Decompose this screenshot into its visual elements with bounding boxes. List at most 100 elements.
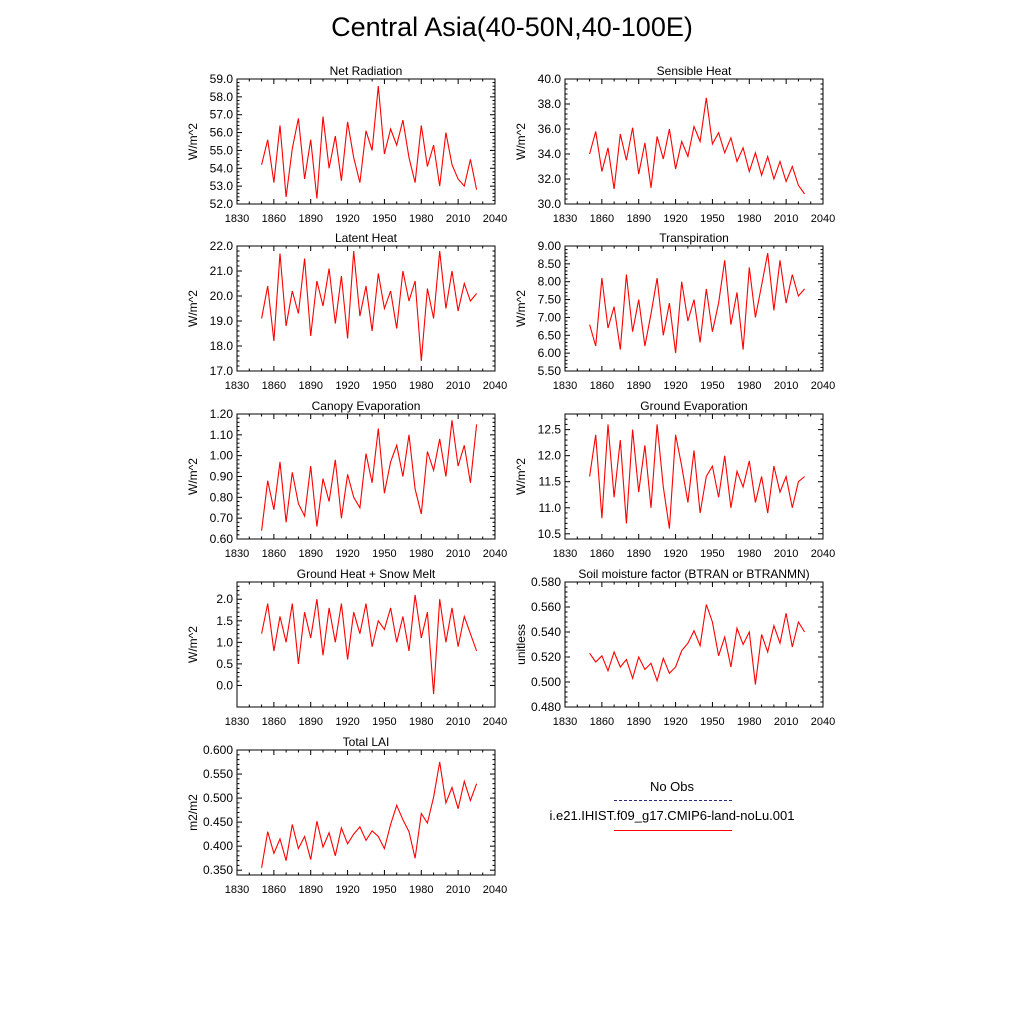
x-tick-label: 1920: [335, 884, 359, 896]
x-tick-label: 1920: [335, 548, 359, 560]
y-tick-label: 52.0: [210, 197, 234, 211]
x-tick-label: 1920: [335, 380, 359, 392]
plot-frame: [564, 413, 824, 540]
x-tick-label: 1950: [700, 548, 724, 560]
y-tick-label: 5.50: [538, 364, 562, 378]
x-tick-label: 1860: [590, 716, 614, 728]
y-tick-label: 0.520: [531, 650, 561, 664]
x-tick-label: 2010: [446, 213, 470, 225]
plot-frame: [236, 749, 496, 876]
y-axis-label: W/m^2: [186, 123, 200, 160]
plot-frame: [564, 581, 824, 708]
x-tick-label: 1980: [409, 884, 433, 896]
x-tick-label: 2040: [811, 380, 835, 392]
x-tick-label: 1980: [737, 548, 761, 560]
x-tick-label: 1950: [700, 716, 724, 728]
y-tick-label: 0.5: [216, 657, 233, 671]
series-line: [261, 594, 478, 695]
series-line: [589, 252, 806, 354]
x-tick-label: 1950: [372, 716, 396, 728]
x-tick-label: 1920: [663, 716, 687, 728]
x-tick-label: 1890: [298, 884, 322, 896]
y-tick-label: 0.90: [210, 470, 234, 484]
y-tick-label: 58.0: [210, 90, 234, 104]
x-tick-label: 1830: [225, 213, 249, 225]
y-tick-label: 0.450: [203, 815, 233, 829]
x-tick-label: 1920: [335, 716, 359, 728]
panel-title: Total LAI: [343, 735, 390, 749]
y-tick-label: 21.0: [210, 264, 234, 278]
x-tick-label: 1860: [262, 548, 286, 560]
x-tick-label: 1830: [225, 716, 249, 728]
x-tick-label: 2010: [446, 548, 470, 560]
x-tick-label: 1980: [409, 716, 433, 728]
x-tick-label: 1980: [737, 213, 761, 225]
y-tick-label: 0.80: [210, 490, 234, 504]
x-tick-label: 1980: [409, 548, 433, 560]
y-tick-label: 0.550: [203, 767, 233, 781]
x-tick-label: 1830: [225, 380, 249, 392]
x-tick-label: 1980: [737, 716, 761, 728]
y-tick-label: 0.480: [531, 700, 561, 714]
y-tick-label: 38.0: [538, 97, 562, 111]
x-tick-label: 1830: [553, 548, 577, 560]
x-tick-label: 1860: [262, 884, 286, 896]
y-axis-label: W/m^2: [514, 458, 528, 495]
y-tick-label: 32.0: [538, 172, 562, 186]
x-tick-label: 2040: [483, 716, 507, 728]
panel-title: Net Radiation: [330, 64, 403, 78]
x-tick-label: 1890: [298, 716, 322, 728]
x-tick-label: 1830: [553, 213, 577, 225]
y-tick-label: 11.0: [539, 501, 562, 515]
x-tick-label: 1890: [626, 213, 650, 225]
y-axis-label: m2/m2: [186, 794, 200, 831]
x-tick-label: 1830: [553, 380, 577, 392]
y-tick-label: 12.5: [538, 423, 562, 437]
panel-title: Ground Evaporation: [640, 399, 747, 413]
x-tick-label: 2010: [774, 548, 798, 560]
y-axis-label: W/m^2: [186, 458, 200, 495]
plot-frame: [236, 245, 496, 372]
y-tick-label: 1.20: [210, 407, 234, 421]
y-tick-label: 0.0: [216, 678, 233, 692]
y-axis-label: W/m^2: [186, 290, 200, 327]
x-tick-label: 1920: [663, 213, 687, 225]
x-tick-label: 2010: [774, 380, 798, 392]
panel-3: Transpiration W/m^2 1830 1860 1890 1920 1950 19…: [514, 231, 835, 392]
y-tick-label: 0.70: [210, 511, 234, 525]
x-tick-label: 1860: [262, 380, 286, 392]
x-tick-label: 2040: [483, 548, 507, 560]
series-line: [261, 250, 478, 362]
y-tick-label: 1.10: [210, 428, 234, 442]
y-tick-label: 30.0: [538, 197, 562, 211]
y-tick-label: 11.5: [539, 475, 562, 489]
y-tick-label: 0.560: [531, 600, 561, 614]
y-tick-label: 0.580: [531, 575, 561, 589]
y-tick-label: 1.0: [216, 635, 233, 649]
y-tick-label: 0.500: [203, 791, 233, 805]
y-tick-label: 0.540: [531, 625, 561, 639]
page-title: Central Asia(40-50N,40-100E): [331, 12, 693, 42]
x-tick-label: 2040: [483, 380, 507, 392]
series-line: [589, 424, 805, 529]
panel-title: Canopy Evaporation: [312, 399, 421, 413]
y-tick-label: 36.0: [538, 122, 562, 136]
y-tick-label: 9.00: [538, 239, 562, 253]
x-tick-label: 2010: [446, 380, 470, 392]
y-tick-label: 0.350: [203, 863, 233, 877]
x-tick-label: 1890: [298, 380, 322, 392]
x-tick-label: 1860: [590, 380, 614, 392]
x-tick-label: 1980: [409, 380, 433, 392]
y-tick-label: 1.00: [210, 449, 234, 463]
y-tick-label: 19.0: [210, 314, 234, 328]
legend-line-model: [614, 830, 732, 831]
x-tick-label: 1950: [700, 380, 724, 392]
y-tick-label: 40.0: [538, 72, 562, 86]
y-tick-label: 6.00: [538, 346, 562, 360]
y-tick-label: 12.0: [538, 449, 562, 463]
panel-1: Sensible Heat W/m^2 1830 1860 1890 1920 1950 19…: [514, 64, 835, 225]
x-tick-label: 1890: [626, 380, 650, 392]
x-tick-label: 2040: [483, 884, 507, 896]
x-tick-label: 1950: [372, 884, 396, 896]
x-tick-label: 1890: [298, 213, 322, 225]
